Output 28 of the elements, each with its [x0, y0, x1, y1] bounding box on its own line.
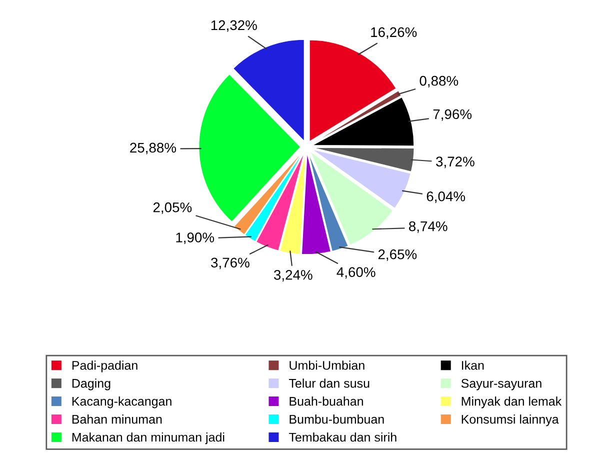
- data-label: 25,88%: [130, 142, 176, 154]
- legend-label: Konsumsi lainnya: [462, 414, 559, 426]
- data-label: 1,90%: [176, 232, 214, 244]
- data-label: 2,05%: [153, 202, 192, 214]
- data-label: 12,32%: [211, 20, 257, 32]
- legend-label: Bumbu-bumbuan: [290, 414, 384, 424]
- legend-label: Makanan dan minuman jadi: [72, 432, 224, 444]
- legend-label: Daging: [72, 378, 110, 390]
- data-label: 0,88%: [420, 76, 458, 88]
- legend-label: Buah-buahan: [290, 396, 363, 406]
- data-label: 3,72%: [436, 156, 474, 168]
- data-label: 3,24%: [274, 270, 312, 282]
- legend-label: Tembakau dan sirih: [289, 432, 396, 442]
- legend-label: Minyak dan lemak: [462, 396, 562, 408]
- legend-label: Padi-padian: [72, 360, 138, 372]
- legend-label: Kacang-kacangan: [72, 396, 172, 408]
- legend-label: Bahan minuman: [72, 414, 162, 424]
- legend-label: Sayur-sayuran: [461, 378, 542, 390]
- data-label: 4,60%: [336, 267, 376, 279]
- legend-label: Umbi-Umbian: [290, 360, 364, 370]
- data-label: 7,96%: [433, 109, 472, 121]
- data-label: 6,04%: [426, 191, 466, 203]
- legend-label: Telur dan susu: [289, 378, 370, 388]
- data-label: 2,65%: [378, 249, 417, 261]
- data-label: 16,26%: [371, 27, 417, 39]
- legend-label: Ikan: [462, 360, 484, 370]
- data-label: 8,74%: [409, 221, 448, 233]
- data-label: 3,76%: [211, 258, 250, 270]
